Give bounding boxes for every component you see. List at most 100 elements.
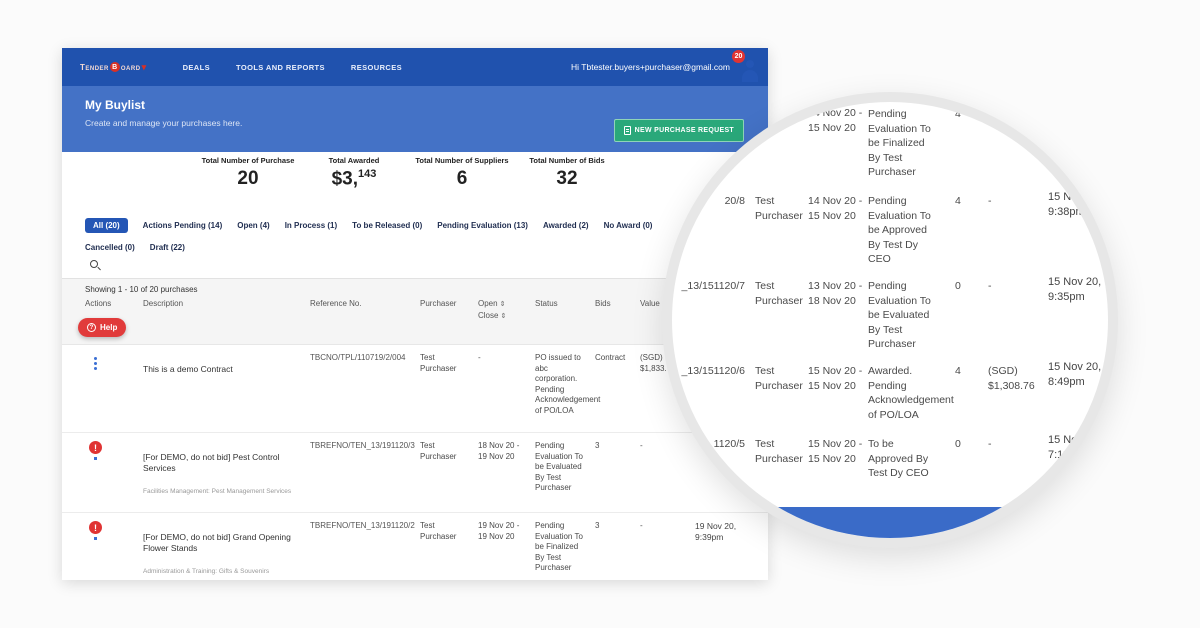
zoom-purchaser: Test Purchaser xyxy=(755,438,803,465)
logo-b-icon: B xyxy=(109,62,120,72)
row-bids: 3 xyxy=(595,521,600,530)
zoom-status: Awarded. Pending Acknowledgement of PO/L… xyxy=(868,365,954,421)
search-icon[interactable] xyxy=(90,260,98,268)
stat-value: 6 xyxy=(456,168,468,189)
zoom-open-close-dates: 14 Nov 20 - 15 Nov 20 xyxy=(808,195,863,222)
tab-awarded[interactable]: Awarded (2) xyxy=(542,221,589,230)
stat-label: Total Number of Suppliers xyxy=(415,156,509,165)
zoom-timestamp: 15 Nov 20, 9:35pm xyxy=(1048,276,1102,303)
zoom-reference: _13/151120/7 xyxy=(681,280,745,292)
sort-open-icon[interactable]: ⇕ xyxy=(499,300,506,308)
stat-total-bids: Total Number of Bids 32 xyxy=(492,156,642,190)
zoom-timestamp: 15 Nov 20, 9:38pm xyxy=(1048,191,1102,218)
nav-item-resources[interactable]: RESOURCES xyxy=(350,62,403,72)
nav-item-tools-and-reports[interactable]: TOOLS AND REPORTS xyxy=(236,62,325,72)
row-description: [For DEMO, do not bid] Grand Opening Flo… xyxy=(143,521,295,580)
tab-to-be-released[interactable]: To be Released (0) xyxy=(352,221,423,230)
tab-draft[interactable]: Draft (22) xyxy=(149,243,185,252)
col-header-value: Value xyxy=(640,299,660,308)
zoom-reference: _13/151120/6 xyxy=(681,365,745,377)
zoom-bids: 4 xyxy=(955,365,961,377)
zoom-bids: 4 xyxy=(955,108,961,120)
help-question-icon: ? xyxy=(87,323,96,332)
showing-count: Showing 1 - 10 of 20 purchases xyxy=(85,285,198,294)
new-purchase-request-button[interactable]: NEW PURCHASE REQUEST xyxy=(613,119,744,142)
stat-label: Total Number of Purchase xyxy=(201,156,295,165)
zoom-bids: 0 xyxy=(955,438,961,450)
user-greeting[interactable]: Hi Tbtester.buyers+purchaser@gmail.com xyxy=(571,62,730,72)
logo-text-1: Tender xyxy=(80,62,109,72)
zoom-purchaser: Test Purchaser xyxy=(755,195,803,222)
zoom-open-close-dates: 14 Nov 20 - 15 Nov 20 xyxy=(808,107,863,134)
filter-tabs-row-1: All (20) Actions Pending (14) Open (4) I… xyxy=(85,218,652,233)
row-category: Facilities Management: Pest Management S… xyxy=(143,488,292,495)
table-row: ! [For DEMO, do not bid] Grand Opening F… xyxy=(62,512,768,580)
row-open-close-dates: 18 Nov 20 - 19 Nov 20 xyxy=(478,441,520,461)
nav-item-deals[interactable]: DEALS xyxy=(182,62,211,72)
row-category: Administration & Training: Gifts & Souve… xyxy=(143,568,270,575)
row-open-close-dates: - xyxy=(478,353,481,362)
stat-total-awarded: Total Awarded $3,143 xyxy=(279,156,429,190)
row-purchaser: Test Purchaser xyxy=(420,441,457,461)
zoom-open-close-dates: 13 Nov 20 - 18 Nov 20 xyxy=(808,280,863,307)
col-header-status: Status xyxy=(535,299,558,308)
row-open-close-dates: 19 Nov 20 - 19 Nov 20 xyxy=(478,521,520,541)
sort-close-icon[interactable]: ⇕ xyxy=(500,312,507,320)
tab-all[interactable]: All (20) xyxy=(85,218,128,233)
row-status: Pending Evaluation To be Evaluated By Te… xyxy=(535,441,583,492)
zoom-status: To be Approved By Test Dy CEO xyxy=(868,438,929,479)
row-status: PO issued to abc corporation. Pending Ac… xyxy=(535,353,601,415)
col-header-close: Close xyxy=(478,311,499,320)
col-header-description: Description xyxy=(143,299,184,308)
zoom-bids: 4 xyxy=(955,195,961,207)
zoom-bids: 0 xyxy=(955,280,961,292)
row-actions-kebab-icon[interactable] xyxy=(94,357,97,370)
table-row: This is a demo Contract TBCNO/TPL/110719… xyxy=(62,345,768,432)
tab-in-process[interactable]: In Process (1) xyxy=(284,221,338,230)
page-header: My Buylist Create and manage your purcha… xyxy=(62,86,768,152)
page-title: My Buylist xyxy=(85,98,146,112)
zoom-open-close-dates: 15 Nov 20 - 15 Nov 20 xyxy=(808,365,863,392)
stat-label: Total Awarded xyxy=(328,156,380,165)
row-status: Pending Evaluation To be Finalized By Te… xyxy=(535,521,583,572)
col-header-purchaser: Purchaser xyxy=(420,299,457,308)
tab-actions-pending[interactable]: Actions Pending (14) xyxy=(142,221,223,230)
stat-value: $3,143 xyxy=(331,168,377,190)
tab-no-award[interactable]: No Award (0) xyxy=(603,221,653,230)
col-header-actions: Actions xyxy=(85,299,112,308)
row-alert-icon[interactable]: ! xyxy=(89,521,102,534)
col-header-bids: Bids xyxy=(595,299,611,308)
stat-total-suppliers: Total Number of Suppliers 6 xyxy=(387,156,537,190)
zoom-status: Pending Evaluation To be Approved By Tes… xyxy=(868,195,931,265)
page-subtitle: Create and manage your purchases here. xyxy=(85,118,243,128)
stats-row: Total Number of Purchase 20 Total Awarde… xyxy=(62,156,768,214)
new-purchase-request-label: NEW PURCHASE REQUEST xyxy=(634,127,734,134)
zoom-footer-band xyxy=(672,507,1108,538)
row-alert-icon[interactable]: ! xyxy=(89,441,102,454)
row-bids: 3 xyxy=(595,441,600,450)
tab-pending-evaluation[interactable]: Pending Evaluation (13) xyxy=(437,221,528,230)
col-header-open: Open xyxy=(478,299,498,308)
zoom-value: (SGD) $1,308.76 xyxy=(988,365,1035,392)
avatar[interactable]: 20 xyxy=(732,50,762,82)
stat-value: 32 xyxy=(556,168,578,189)
stat-label: Total Number of Bids xyxy=(529,156,605,165)
nav-menu: DEALS TOOLS AND REPORTS RESOURCES xyxy=(183,63,402,72)
row-reference: TBREFNO/TEN_13/191120/3 xyxy=(310,441,415,450)
tab-cancelled[interactable]: Cancelled (0) xyxy=(85,243,135,252)
zoom-value: - xyxy=(988,280,992,292)
notification-badge[interactable]: 20 xyxy=(732,50,745,63)
row-purchaser: Test Purchaser xyxy=(420,353,457,373)
zoom-reference: 20/8 xyxy=(724,195,745,207)
zoom-open-close-dates: 15 Nov 20 - 15 Nov 20 xyxy=(808,438,863,465)
row-reference: TBREFNO/TEN_13/191120/2 xyxy=(310,521,415,530)
tab-open[interactable]: Open (4) xyxy=(237,221,270,230)
help-button[interactable]: ? Help xyxy=(78,318,127,337)
col-header-open-close: Open ⇕ Close ⇕ xyxy=(478,299,506,320)
document-icon xyxy=(623,126,631,135)
zoom-status: Pending Evaluation To be Finalized By Te… xyxy=(868,108,931,178)
zoom-value: - xyxy=(988,195,992,207)
zoom-value: - xyxy=(988,438,992,450)
